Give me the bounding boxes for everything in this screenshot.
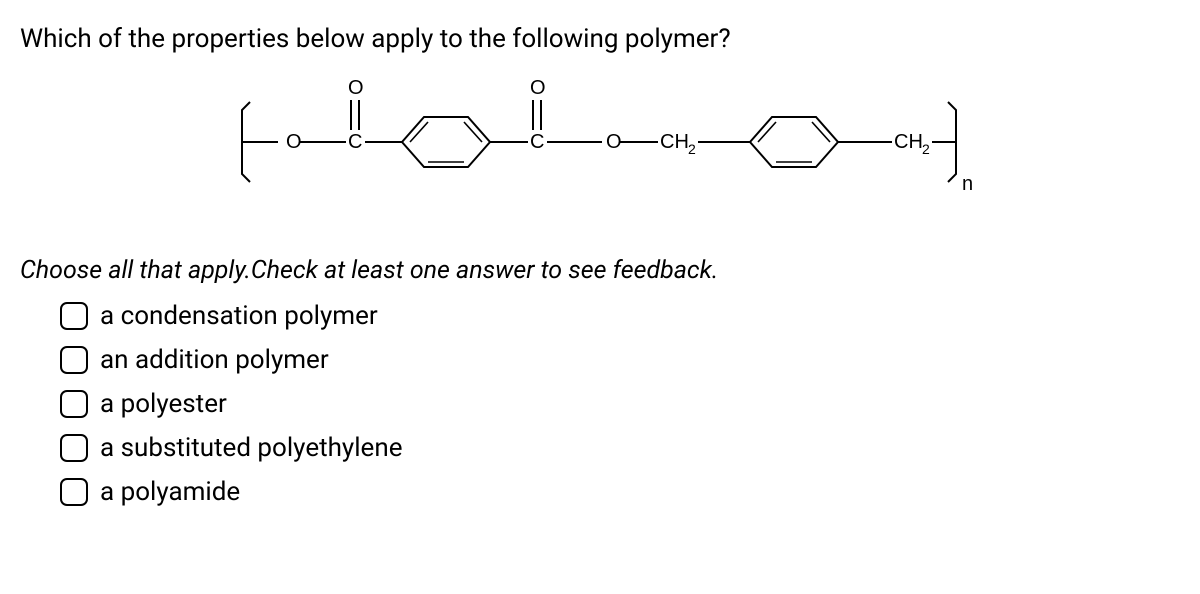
ch2-b-sub: 2	[922, 141, 930, 157]
option-label-3: a substituted polyethylene	[100, 433, 403, 463]
option-row-0[interactable]: a condensation polymer	[60, 301, 1180, 331]
carbonyl-o-left-label: O	[348, 77, 364, 99]
polymer-structure: O C O C O O CH 2	[20, 62, 1180, 216]
ch2-a-label: CH	[660, 131, 689, 153]
checkbox-3[interactable]	[60, 434, 88, 462]
structure-svg: O C O C O O CH 2	[220, 62, 980, 212]
options-group: a condensation polymer an addition polym…	[20, 301, 1180, 507]
ch2-a-sub: 2	[688, 141, 696, 157]
option-label-2: a polyester	[100, 389, 227, 419]
option-label-1: an addition polymer	[100, 345, 329, 375]
option-label-4: a polyamide	[100, 477, 240, 507]
question-text: Which of the properties below apply to t…	[20, 24, 1180, 54]
checkbox-4[interactable]	[60, 478, 88, 506]
carbonyl-c-right: C	[530, 131, 544, 153]
option-row-4[interactable]: a polyamide	[60, 477, 1180, 507]
ch2-b-label: CH	[894, 131, 923, 153]
option-label-0: a condensation polymer	[100, 301, 378, 331]
repeat-n-label: n	[962, 173, 973, 195]
option-row-2[interactable]: a polyester	[60, 389, 1180, 419]
carbonyl-c-left: C	[348, 131, 362, 153]
checkbox-1[interactable]	[60, 346, 88, 374]
checkbox-2[interactable]	[60, 390, 88, 418]
option-row-3[interactable]: a substituted polyethylene	[60, 433, 1180, 463]
checkbox-0[interactable]	[60, 302, 88, 330]
carbonyl-o-right-label: O	[530, 77, 546, 99]
option-row-1[interactable]: an addition polymer	[60, 345, 1180, 375]
ether-o-right-label: O	[606, 131, 622, 153]
instruction-text: Choose all that apply.Check at least one…	[20, 256, 1180, 285]
ether-o-left-label: O	[286, 131, 302, 153]
